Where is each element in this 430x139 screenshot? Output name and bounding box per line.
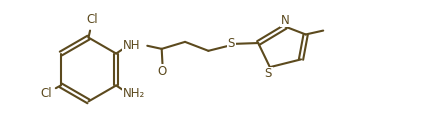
Text: N: N (281, 14, 290, 27)
Text: O: O (158, 64, 167, 78)
Text: S: S (264, 67, 272, 80)
Text: NH₂: NH₂ (123, 87, 145, 100)
Text: S: S (227, 37, 235, 49)
Text: Cl: Cl (86, 13, 98, 26)
Text: Cl: Cl (40, 87, 52, 100)
Text: NH: NH (123, 39, 141, 52)
